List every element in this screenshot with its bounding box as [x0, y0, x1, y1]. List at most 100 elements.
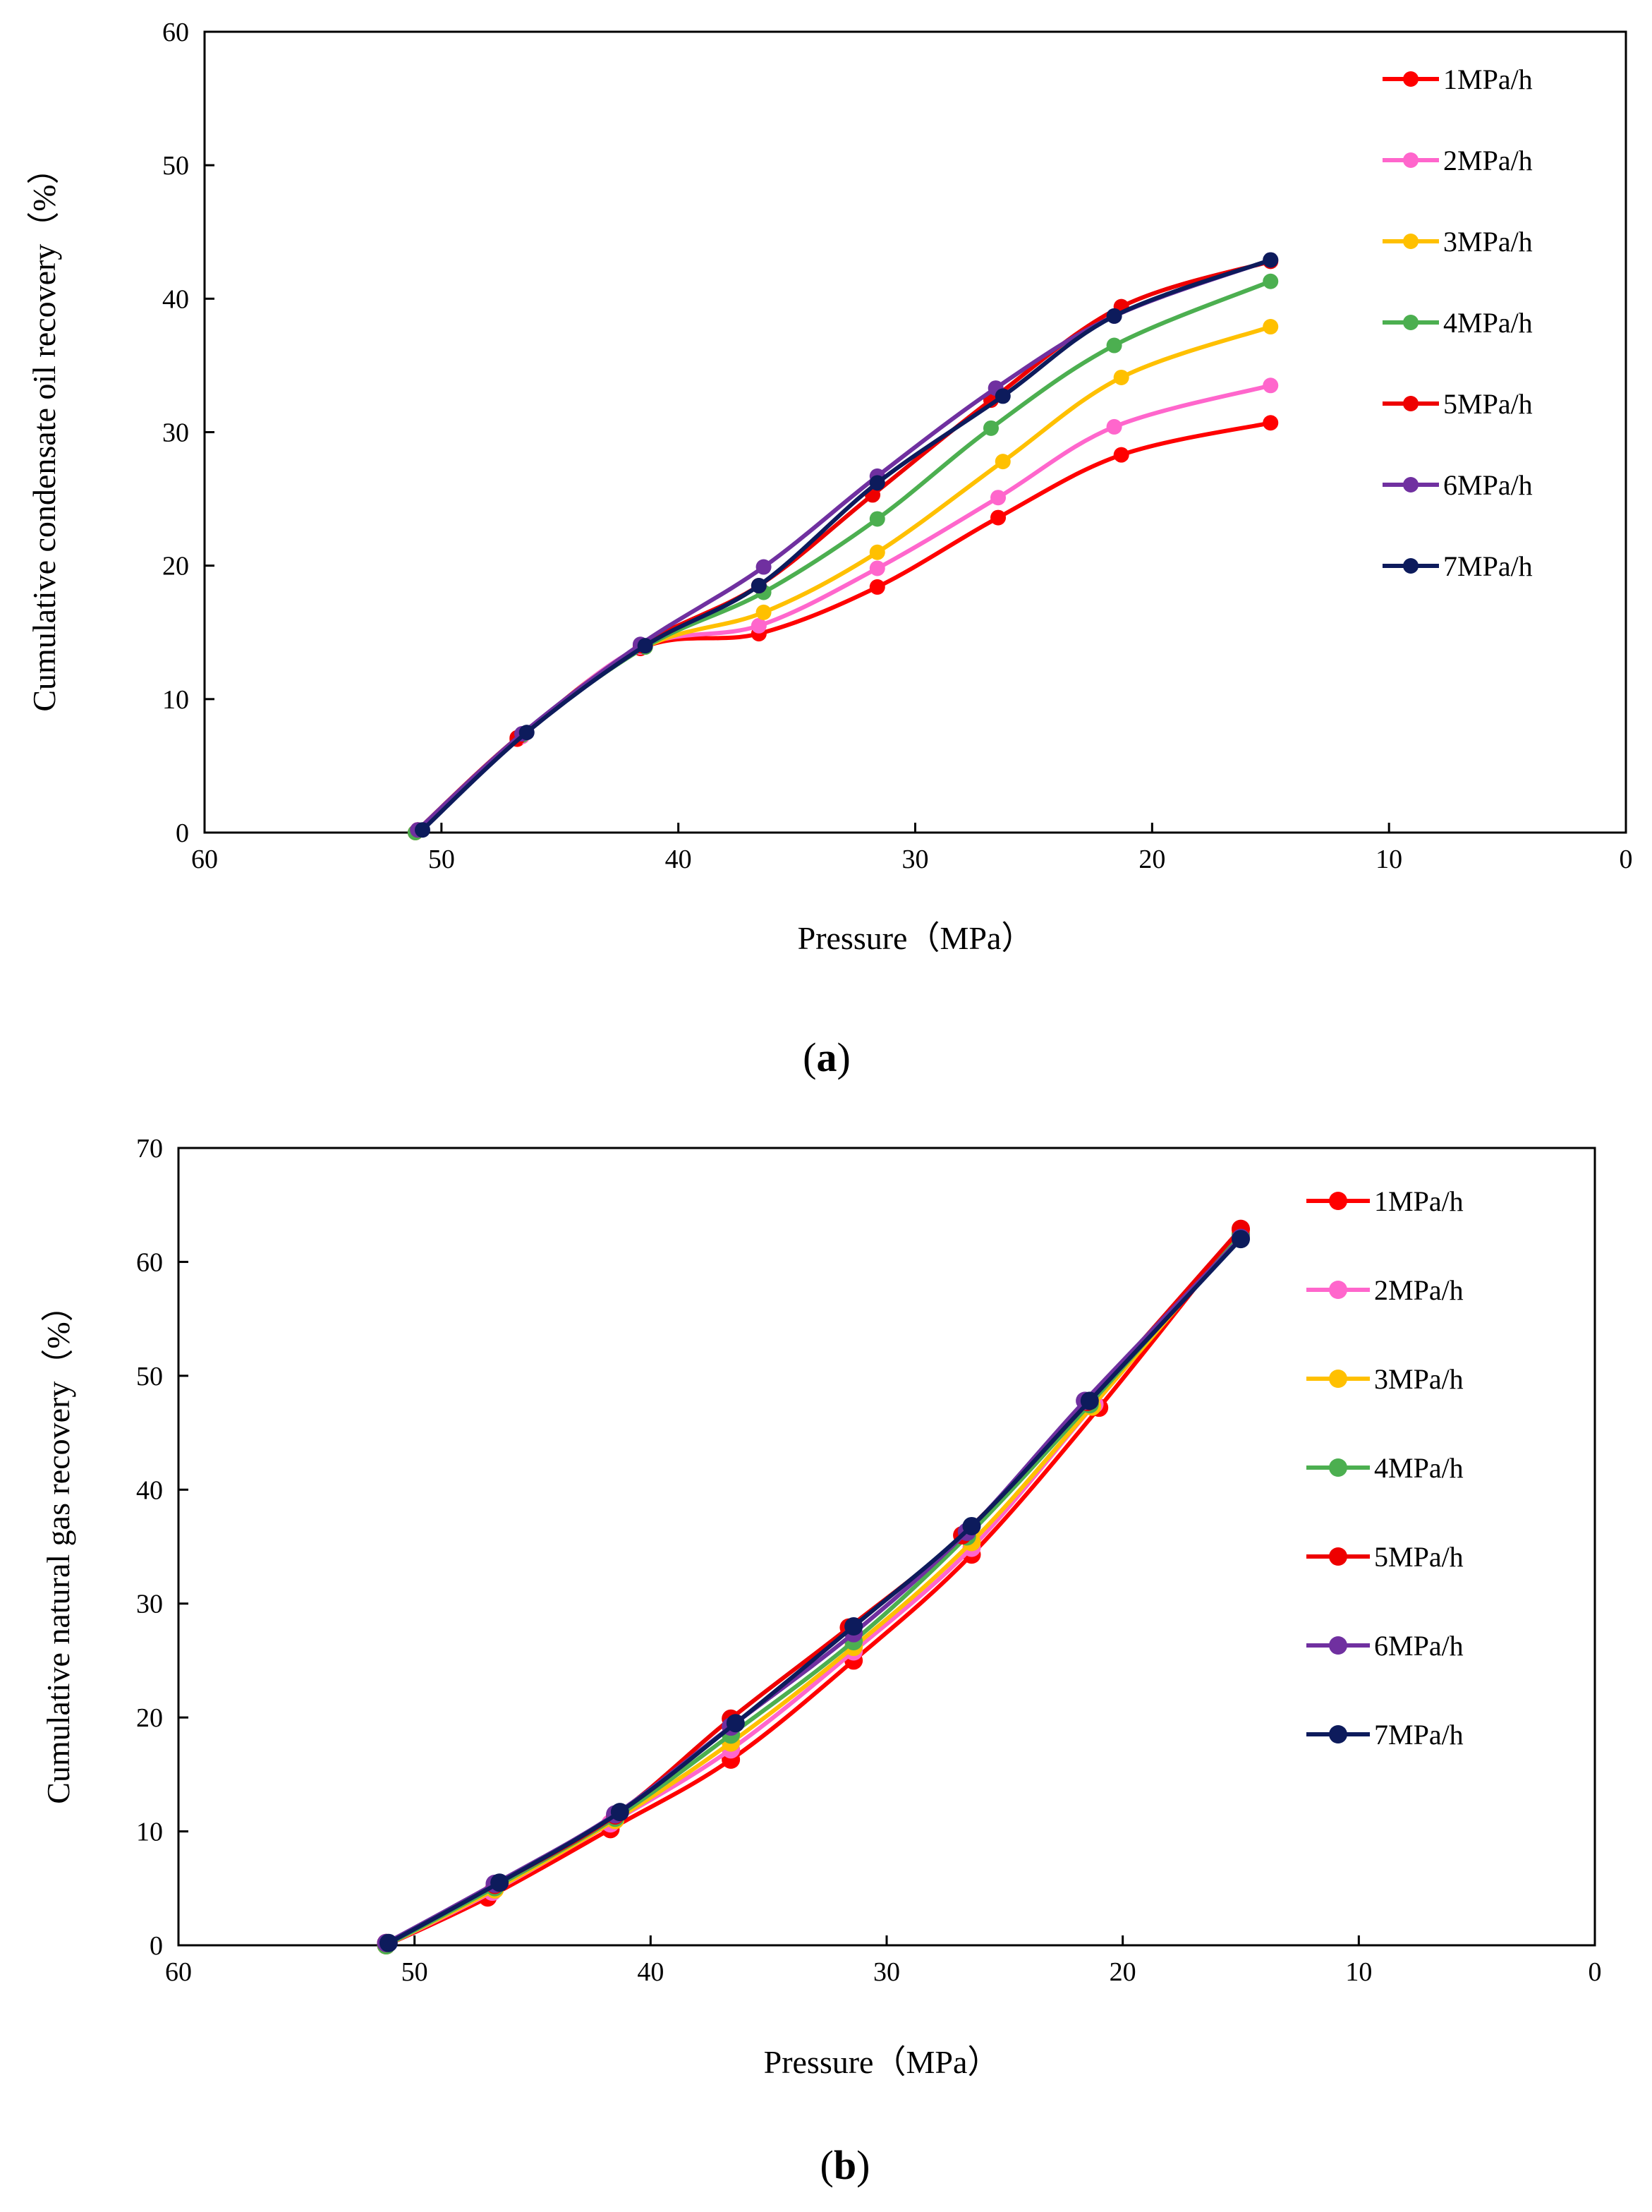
series-group-a: [407, 252, 1279, 840]
y-tick-label: 0: [176, 818, 189, 848]
data-point: [1106, 337, 1122, 353]
legend-item: 5MPa/h: [1306, 1541, 1464, 1573]
legend-label: 4MPa/h: [1443, 307, 1533, 339]
x-tick-label: 60: [165, 1957, 192, 1987]
legend-item: 3MPa/h: [1383, 226, 1533, 258]
legend-label: 3MPa/h: [1374, 1363, 1464, 1395]
data-point: [869, 579, 885, 595]
x-axis-title-a: Pressure（MPa）: [798, 920, 1034, 956]
legend-swatch-marker: [1329, 1636, 1347, 1655]
legend-label: 5MPa/h: [1443, 388, 1533, 420]
x-tick-label: 60: [191, 845, 218, 874]
data-point: [610, 1803, 629, 1822]
legend-label: 1MPa/h: [1374, 1185, 1464, 1217]
x-tick-label: 10: [1345, 1957, 1372, 1987]
x-tick-label: 10: [1375, 845, 1402, 874]
series-7MPa-per-h: [379, 1230, 1250, 1952]
legend-swatch-marker: [1403, 477, 1419, 492]
data-point: [869, 475, 885, 491]
y-axis-title-b: Cumulative natural gas recovery（%）: [40, 1289, 76, 1803]
x-tick-label: 20: [1110, 1957, 1136, 1987]
y-tick-label: 20: [162, 552, 189, 581]
x-tick-label: 30: [902, 845, 929, 874]
y-tick-label: 50: [162, 151, 189, 181]
legend-label: 7MPa/h: [1443, 550, 1533, 582]
data-point: [637, 638, 653, 654]
x-tick-label: 40: [665, 845, 692, 874]
y-tick-label: 60: [162, 18, 189, 47]
legend-swatch-marker: [1329, 1370, 1347, 1388]
legend-swatch-marker: [1403, 396, 1419, 411]
y-tick-label: 40: [136, 1475, 163, 1505]
legend-label: 3MPa/h: [1443, 226, 1533, 258]
data-point: [1263, 273, 1279, 289]
legend-b: 1MPa/h 2MPa/h 3MPa/h 4MPa/h 5MPa/h 6MPa/h 7MPa…: [1306, 1185, 1464, 1751]
legend-item: 2MPa/h: [1383, 145, 1533, 176]
series-group-b: [377, 1219, 1250, 1954]
data-point: [983, 420, 999, 436]
x-tick-label: 0: [1620, 845, 1633, 874]
data-point: [1106, 418, 1122, 435]
legend-swatch-marker: [1329, 1547, 1347, 1566]
legend-label: 1MPa/h: [1443, 64, 1533, 95]
legend-item: 7MPa/h: [1383, 550, 1533, 582]
x-tick-label: 20: [1138, 845, 1165, 874]
panel-label-b-open: (: [820, 2142, 834, 2188]
legend-item: 4MPa/h: [1383, 307, 1533, 339]
data-point: [1263, 377, 1279, 394]
chart-panel-a: 60 50 40 30 20 10 0 0 10 20 30 40 50 60 1MPa/h 2MPa/h 3…: [26, 18, 1633, 1080]
x-axis-title-b: Pressure（MPa）: [764, 2044, 1000, 2080]
y-tick-label: 10: [162, 685, 189, 715]
y-tick-label: 60: [136, 1247, 163, 1277]
y-tick-label: 30: [162, 418, 189, 448]
plot-frame-a: [203, 30, 1627, 834]
data-point: [1113, 447, 1129, 463]
data-point: [1263, 319, 1279, 335]
data-point: [1113, 369, 1129, 385]
x-tick-label: 40: [637, 1957, 664, 1987]
data-point: [751, 578, 767, 594]
y-tick-label: 70: [136, 1134, 163, 1164]
data-point: [414, 822, 430, 838]
legend-swatch-marker: [1403, 315, 1419, 330]
legend-a: 1MPa/h 2MPa/h 3MPa/h 4MPa/h 5MPa/h 6MPa/h 7MPa…: [1383, 64, 1533, 582]
x-tick-label: 0: [1589, 1957, 1602, 1987]
data-point: [379, 1933, 398, 1952]
y-axis-title-a: Cumulative condensate oil recovery（%）: [26, 152, 62, 711]
data-point: [1232, 1230, 1250, 1249]
y-tick-label: 40: [162, 284, 189, 314]
legend-swatch-marker: [1403, 152, 1419, 168]
ticks-group-b: 60 50 40 30 20 10 0 0 10 20 30 40 50 60 70: [136, 1134, 1602, 1987]
data-point: [869, 544, 885, 560]
data-point: [726, 1714, 745, 1733]
data-point: [1263, 252, 1279, 268]
data-point: [751, 617, 767, 634]
data-point: [869, 560, 885, 576]
legend-label: 2MPa/h: [1443, 145, 1533, 176]
data-point: [490, 1873, 509, 1892]
y-tick-label: 50: [136, 1362, 163, 1391]
legend-item: 3MPa/h: [1306, 1363, 1464, 1395]
data-point: [1106, 308, 1122, 324]
y-tick-label: 20: [136, 1703, 163, 1733]
series-7MPa-per-h: [414, 252, 1279, 838]
legend-item: 4MPa/h: [1306, 1452, 1464, 1484]
x-tick-label: 50: [428, 845, 455, 874]
legend-swatch-marker: [1329, 1725, 1347, 1743]
data-point: [844, 1617, 863, 1636]
data-point: [755, 559, 772, 575]
legend-item: 2MPa/h: [1306, 1274, 1464, 1306]
data-point: [962, 1516, 981, 1535]
legend-item: 1MPa/h: [1306, 1185, 1464, 1217]
panel-label-b-close: ): [856, 2142, 870, 2188]
legend-item: 7MPa/h: [1306, 1719, 1464, 1751]
panel-label-a: (a): [803, 1034, 851, 1080]
panel-label-a-open: (: [803, 1034, 816, 1080]
panel-label-b-letter: b: [834, 2142, 856, 2188]
legend-swatch-marker: [1403, 234, 1419, 249]
legend-label: 2MPa/h: [1374, 1274, 1464, 1306]
legend-swatch-marker: [1403, 71, 1419, 87]
data-point: [518, 725, 535, 741]
legend-item: 6MPa/h: [1306, 1630, 1464, 1662]
